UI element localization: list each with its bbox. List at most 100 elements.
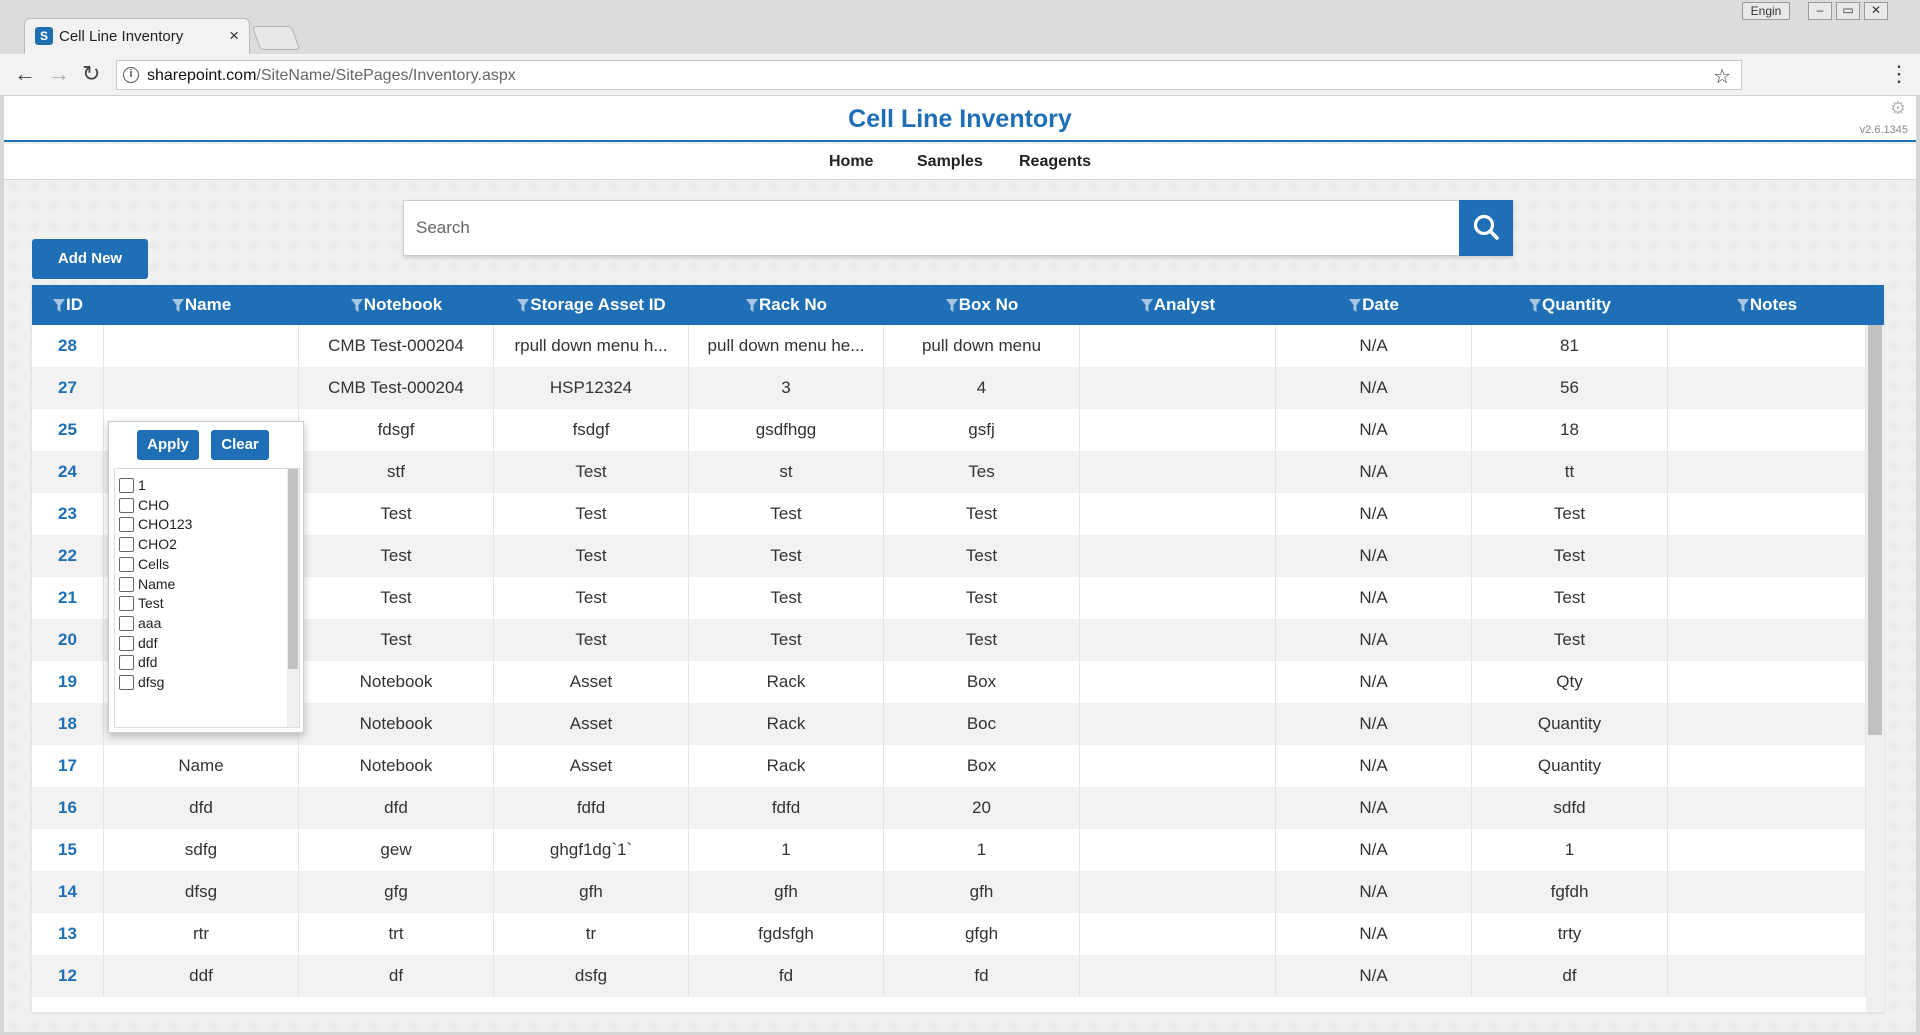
search-button[interactable] — [1459, 200, 1513, 256]
column-header-notes[interactable]: Notes — [1668, 285, 1866, 325]
add-new-button[interactable]: Add New — [32, 239, 148, 279]
table-row[interactable]: 14 dfsg gfg gfh gfh gfh N/A fgfdh — [32, 871, 1866, 913]
column-header-analyst[interactable]: Analyst — [1080, 285, 1276, 325]
column-header-storage-asset-id[interactable]: Storage Asset ID — [494, 285, 689, 325]
url-text[interactable]: sharepoint.com/SiteName/SitePages/Invent… — [147, 67, 516, 85]
filter-checkbox[interactable] — [119, 635, 134, 651]
table-row[interactable]: 13 rtr trt tr fgdsfgh gfgh N/A trty — [32, 913, 1866, 955]
cell-id[interactable]: 19 — [32, 661, 104, 703]
filter-icon[interactable] — [1736, 299, 1749, 312]
filter-icon[interactable] — [350, 299, 363, 312]
maximize-button[interactable]: ▭ — [1836, 2, 1860, 20]
address-bar[interactable]: i sharepoint.com/SiteName/SitePages/Inve… — [116, 60, 1742, 90]
apply-filter-button[interactable]: Apply — [137, 430, 199, 460]
table-row[interactable]: 17 Name Notebook Asset Rack Box N/A Quantity — [32, 745, 1866, 787]
cell-id[interactable]: 13 — [32, 913, 104, 955]
filter-checkbox[interactable] — [119, 615, 134, 631]
filter-option[interactable]: ddf — [119, 635, 157, 659]
table-row[interactable]: 23 Test Test Test Test N/A Test — [32, 493, 1866, 535]
close-window-button[interactable]: ✕ — [1864, 2, 1888, 20]
filter-checkbox[interactable] — [119, 675, 134, 690]
column-header-id[interactable]: ID — [32, 285, 104, 325]
browser-tab[interactable]: S Cell Line Inventory × — [24, 18, 250, 54]
filter-option[interactable]: dfd — [119, 654, 157, 678]
filter-option[interactable]: Cells — [119, 556, 169, 580]
filter-option[interactable]: CHO — [119, 497, 169, 521]
filter-checkbox[interactable] — [119, 655, 134, 671]
browser-menu-icon[interactable]: ⋮ — [1888, 61, 1910, 86]
filter-checkbox[interactable] — [119, 478, 134, 493]
cell-id[interactable]: 24 — [32, 451, 104, 493]
table-row[interactable]: 28 CMB Test-000204 rpull down menu h... pul… — [32, 325, 1866, 367]
forward-icon[interactable]: → — [48, 61, 70, 86]
table-row[interactable]: 21 Test Test Test Test N/A Test — [32, 577, 1866, 619]
filter-list-scrollbar[interactable] — [287, 469, 299, 727]
table-row[interactable]: 27 CMB Test-000204 HSP12324 3 4 N/A 56 — [32, 367, 1866, 409]
bookmark-star-icon[interactable]: ☆ — [1713, 66, 1731, 88]
nav-home[interactable]: Home — [829, 153, 874, 170]
clear-filter-button[interactable]: Clear — [211, 430, 269, 460]
filter-checkbox[interactable] — [119, 596, 134, 612]
cell-id[interactable]: 18 — [32, 703, 104, 745]
cell-id[interactable]: 16 — [32, 787, 104, 829]
cell-id[interactable]: 27 — [32, 367, 104, 409]
filter-icon[interactable] — [1140, 299, 1153, 312]
filter-option[interactable]: Name — [119, 576, 175, 600]
cell-id[interactable]: 20 — [32, 619, 104, 661]
cell-id[interactable]: 12 — [32, 955, 104, 997]
column-header-date[interactable]: Date — [1276, 285, 1472, 325]
filter-checkbox[interactable] — [119, 517, 134, 533]
filter-option[interactable]: 1 — [119, 477, 146, 501]
column-header-quantity[interactable]: Quantity — [1472, 285, 1668, 325]
filter-icon[interactable] — [53, 299, 65, 312]
filter-icon[interactable] — [745, 299, 758, 312]
table-scrollbar[interactable] — [1866, 325, 1884, 1012]
table-row[interactable]: 25 fdsgf fsdgf gsdfhgg gsfj N/A 18 — [32, 409, 1866, 451]
nav-samples[interactable]: Samples — [917, 153, 983, 170]
filter-icon[interactable] — [517, 299, 530, 312]
cell-id[interactable]: 17 — [32, 745, 104, 787]
close-tab-icon[interactable]: × — [229, 26, 239, 45]
cell-id[interactable]: 25 — [32, 409, 104, 451]
filter-checkbox[interactable] — [119, 556, 134, 572]
cell-id[interactable]: 21 — [32, 577, 104, 619]
table-row[interactable]: 24 stf Test st Tes N/A tt — [32, 451, 1866, 493]
filter-option[interactable]: Test — [119, 595, 164, 619]
column-header-box-no[interactable]: Box No — [884, 285, 1080, 325]
filter-option[interactable]: aaa — [119, 615, 161, 639]
filter-checkbox[interactable] — [119, 537, 134, 553]
filter-checkbox[interactable] — [119, 576, 134, 592]
cell-id[interactable]: 23 — [32, 493, 104, 535]
table-row[interactable]: 15 sdfg gew ghgf1dg`1` 1 1 N/A 1 — [32, 829, 1866, 871]
filter-icon[interactable] — [1349, 299, 1362, 312]
filter-option[interactable]: CHO2 — [119, 536, 177, 560]
filter-icon[interactable] — [1529, 299, 1542, 312]
reload-icon[interactable]: ↻ — [82, 61, 101, 86]
cell-id[interactable]: 14 — [32, 871, 104, 913]
new-tab-button[interactable] — [251, 26, 301, 50]
filter-icon[interactable] — [945, 299, 958, 312]
nav-reagents[interactable]: Reagents — [1019, 153, 1092, 170]
search-input[interactable] — [404, 201, 1458, 255]
column-header-name[interactable]: Name — [104, 285, 299, 325]
filter-icon[interactable] — [171, 299, 184, 312]
cell-id[interactable]: 28 — [32, 325, 104, 367]
gear-icon[interactable]: ⚙ — [1889, 98, 1906, 118]
table-row[interactable]: 22 Test Test Test Test N/A Test — [32, 535, 1866, 577]
info-icon[interactable]: i — [123, 67, 139, 83]
filter-option[interactable]: dfsg — [119, 674, 164, 698]
table-scrollbar-thumb[interactable] — [1868, 325, 1882, 735]
column-header-rack-no[interactable]: Rack No — [689, 285, 884, 325]
cell-id[interactable]: 22 — [32, 535, 104, 577]
filter-checkbox[interactable] — [119, 497, 134, 513]
cell-id[interactable]: 15 — [32, 829, 104, 871]
table-row[interactable]: 12 ddf df dsfg fd fd N/A df — [32, 955, 1866, 997]
table-row[interactable]: 16 dfd dfd fdfd fdfd 20 N/A sdfd — [32, 787, 1866, 829]
back-icon[interactable]: ← — [14, 61, 36, 86]
filter-list-scrollbar-thumb[interactable] — [288, 469, 298, 669]
minimize-button[interactable]: – — [1808, 2, 1832, 20]
column-header-notebook[interactable]: Notebook — [299, 285, 494, 325]
